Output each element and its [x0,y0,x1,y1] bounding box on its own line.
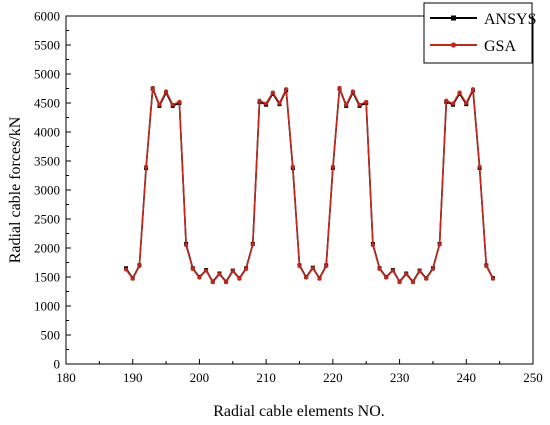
x-tick-label: 200 [190,370,210,385]
data-point-gsa [377,266,382,271]
y-tick-label: 500 [41,328,61,343]
data-point-gsa [484,263,489,268]
x-tick-label: 180 [56,370,76,385]
data-point-gsa [490,276,495,281]
data-point-gsa [370,243,375,248]
x-tick-label: 190 [123,370,143,385]
data-point-gsa [210,280,215,285]
ticks-layer [65,15,534,365]
series-layer [124,85,495,285]
data-point-gsa [410,280,415,285]
legend-label-ansys: ANSYS [484,11,536,28]
data-point-gsa [237,276,242,281]
series-gsa [124,85,495,285]
data-point-gsa [350,89,355,94]
data-point-gsa [304,275,309,280]
data-point-gsa [417,269,422,274]
y-tick-label: 6000 [34,9,60,24]
data-point-gsa [130,276,135,281]
data-point-gsa [297,263,302,268]
y-tick-label: 5500 [34,38,60,53]
plot-frame [65,15,534,365]
data-point-gsa [137,263,142,268]
x-axis-title: Radial cable elements NO. [213,403,385,420]
x-tick-labels: 180 190 200 210 220 230 240 250 [56,370,543,385]
x-tick-label: 250 [523,370,543,385]
data-point-gsa [330,164,335,169]
data-point-gsa [170,102,175,107]
y-tick-label: 0 [54,357,61,372]
x-tick-label: 220 [323,370,343,385]
data-point-gsa [277,101,282,105]
y-tick-labels: 0 500 1000 1500 2000 2500 3000 3500 4000 4500 5000… [34,9,60,372]
y-tick-label: 4500 [34,96,60,111]
data-point-gsa [144,164,149,169]
data-point-gsa [250,242,255,247]
data-point-gsa [164,89,169,94]
data-point-gsa [284,87,289,92]
data-point-gsa [424,276,429,281]
data-point-gsa [457,90,462,95]
data-point-gsa [317,276,322,281]
y-tick-label: 1500 [34,270,60,285]
y-tick-label: 3500 [34,154,60,169]
data-point-gsa [257,98,262,103]
data-point-gsa [470,87,475,92]
data-point-gsa [264,101,269,106]
data-point-gsa [450,101,455,106]
data-point-gsa [157,102,162,107]
data-point-gsa [270,90,275,95]
data-point-gsa [464,101,469,105]
data-point-gsa [357,102,362,107]
data-point-gsa [184,243,189,248]
data-point-gsa [477,164,482,169]
data-point-gsa [430,266,435,271]
legend-label-gsa: GSA [484,38,516,55]
data-point-gsa [190,266,195,271]
series-line-gsa [125,87,494,284]
data-point-gsa [437,242,442,247]
data-point-gsa [230,269,235,274]
data-point-gsa [390,268,395,273]
y-tick-label: 4000 [34,125,60,140]
data-point-gsa [177,99,182,104]
data-point-gsa [204,268,209,273]
y-tick-label: 3000 [34,183,60,198]
y-tick-label: 2500 [34,212,60,227]
data-point-gsa [224,280,229,285]
data-point-gsa [364,99,369,104]
y-tick-label: 5000 [34,67,60,82]
legend-marker-ansys [451,15,456,21]
y-axis-title: Radial cable forces/kN [7,116,24,263]
data-point-gsa [444,98,449,103]
data-point-gsa [124,267,129,272]
data-point-gsa [217,272,222,277]
data-point-gsa [310,266,315,271]
data-point-gsa [150,85,155,90]
x-tick-label: 230 [390,370,410,385]
data-point-gsa [244,266,249,271]
data-point-gsa [197,275,202,280]
legend: ANSYS GSA [423,2,536,64]
data-point-gsa [397,280,402,285]
data-point-gsa [290,164,295,169]
data-point-gsa [324,263,329,268]
x-tick-label: 210 [256,370,276,385]
data-point-gsa [404,272,409,277]
legend-box [423,2,533,64]
x-tick-label: 240 [457,370,477,385]
data-point-gsa [344,102,349,107]
y-tick-label: 2000 [34,241,60,256]
legend-marker-gsa [450,42,457,48]
data-point-gsa [337,85,342,90]
data-point-gsa [384,275,389,280]
y-tick-label: 1000 [34,299,60,314]
